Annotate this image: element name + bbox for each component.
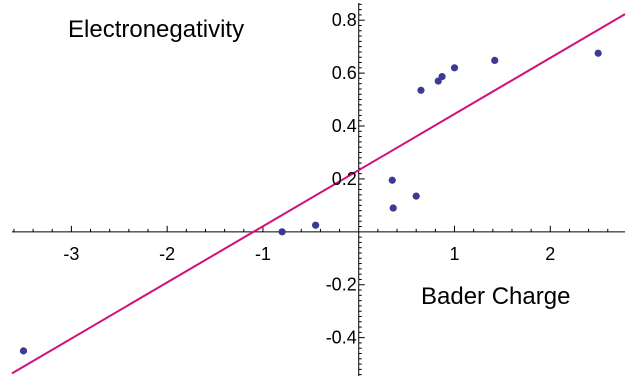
data-point <box>438 72 446 81</box>
data-point <box>594 49 602 57</box>
x-tick-label: -3 <box>63 244 79 264</box>
x-axis-title: Bader Charge <box>421 283 570 310</box>
x-tick-label: -1 <box>255 244 271 264</box>
fit-line-layer <box>11 13 626 375</box>
data-point <box>412 192 420 200</box>
data-point <box>278 228 286 236</box>
data-point <box>19 347 28 355</box>
y-tick-label: 0.2 <box>332 169 357 189</box>
y-tick-label: -0.4 <box>326 328 357 348</box>
axes <box>12 3 625 376</box>
y-tick-label: 0.6 <box>332 63 357 83</box>
data-point <box>417 86 425 94</box>
data-point <box>450 64 459 72</box>
x-tick-label: -2 <box>159 244 175 264</box>
fit-line <box>11 13 626 375</box>
data-points <box>19 49 602 355</box>
data-point <box>389 204 397 212</box>
data-point <box>388 176 396 184</box>
x-tick-label: 1 <box>450 244 460 264</box>
tick-labels: -3 -2 -1 1 2 -0.4 -0.2 0.2 0.4 0.6 0.8 <box>63 10 555 347</box>
y-axis-title: Electronegativity <box>68 16 244 43</box>
y-tick-label: 0.4 <box>332 116 357 136</box>
data-point <box>491 56 499 65</box>
data-point <box>312 221 320 229</box>
y-tick-label: 0.8 <box>332 10 357 30</box>
x-tick-label: 2 <box>545 244 555 264</box>
y-tick-label: -0.2 <box>326 275 357 295</box>
